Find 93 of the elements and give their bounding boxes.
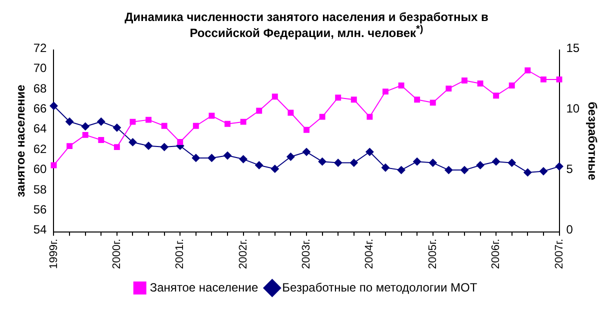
point xyxy=(460,166,468,174)
y-tick-label: 60 xyxy=(33,162,48,176)
point xyxy=(555,162,564,170)
point xyxy=(366,114,373,120)
point xyxy=(446,86,452,92)
point xyxy=(476,161,484,170)
point xyxy=(304,126,310,133)
point xyxy=(224,120,230,127)
point xyxy=(192,154,200,162)
point xyxy=(540,76,546,82)
point xyxy=(288,110,294,116)
point xyxy=(192,122,199,129)
point xyxy=(81,122,90,130)
point xyxy=(130,118,136,125)
point xyxy=(444,166,453,174)
point xyxy=(97,118,106,126)
x-tick-label: 2000г. xyxy=(110,238,123,270)
point xyxy=(397,166,406,174)
y-tick-label: 56 xyxy=(33,202,48,216)
y-axis-title: занятое население xyxy=(14,84,28,198)
y-tick-label: 68 xyxy=(33,81,48,96)
point xyxy=(270,164,279,173)
point xyxy=(302,148,310,156)
point xyxy=(508,158,516,167)
y-tick-label: 62 xyxy=(33,142,48,156)
point xyxy=(114,144,120,150)
point xyxy=(493,92,500,99)
x-tick-label: 2006г. xyxy=(490,238,502,270)
point xyxy=(160,143,168,152)
chart-title: Динамика численности занятого населения и безработных в Российской Федерации, млн. человек$^{*)}$ xyxy=(124,9,490,40)
point xyxy=(82,132,88,138)
point xyxy=(240,118,246,125)
point xyxy=(112,124,121,132)
point xyxy=(492,158,500,166)
y2-axis-title: безработные xyxy=(585,102,600,181)
point xyxy=(50,102,58,110)
point xyxy=(256,108,262,114)
point xyxy=(208,112,215,119)
point xyxy=(366,148,374,156)
point xyxy=(66,143,73,150)
point xyxy=(413,158,422,166)
y-tick-label: 70 xyxy=(33,61,48,76)
point xyxy=(208,154,216,162)
point xyxy=(50,162,57,168)
x-tick-label: 2001г. xyxy=(174,238,186,270)
point xyxy=(350,96,357,103)
point xyxy=(428,158,437,167)
point xyxy=(161,122,168,129)
point xyxy=(272,94,278,100)
point xyxy=(334,158,342,167)
point xyxy=(382,88,388,95)
y-tick-label: 64 xyxy=(33,122,48,136)
y-tick-label: 58 xyxy=(33,182,48,196)
point xyxy=(286,152,295,161)
point xyxy=(539,167,548,176)
point xyxy=(98,137,104,143)
x-tick-label: 2004г. xyxy=(364,238,376,270)
point xyxy=(524,67,531,74)
point xyxy=(524,168,532,176)
point xyxy=(318,158,326,166)
point xyxy=(66,118,74,126)
point xyxy=(224,152,232,160)
y2-tick-label: 15 xyxy=(566,41,580,56)
point xyxy=(319,114,326,120)
point xyxy=(461,77,468,84)
point xyxy=(128,138,137,146)
point xyxy=(398,82,404,88)
point xyxy=(255,161,264,170)
y2-tick-label: 5 xyxy=(566,162,574,176)
point xyxy=(477,80,484,86)
y-tick-label: 72 xyxy=(33,41,48,56)
point xyxy=(177,139,184,145)
x-tick-label: 2005г. xyxy=(426,238,439,270)
x-tick-label: 2003г. xyxy=(300,238,313,270)
y-tick-label: 54 xyxy=(33,222,48,237)
x-tick-label: 2007г. xyxy=(553,238,566,270)
point xyxy=(144,142,153,150)
point xyxy=(430,100,436,106)
legend-label: Безработные по методологии МОТ xyxy=(282,280,478,294)
point xyxy=(335,94,342,101)
point xyxy=(556,76,562,82)
y2-tick-label: 0 xyxy=(566,222,574,237)
x-tick-label: 2002г. xyxy=(237,238,250,270)
point xyxy=(239,155,248,164)
x-tick-label: 1999г. xyxy=(48,238,60,270)
point xyxy=(508,82,515,88)
point xyxy=(381,164,390,172)
y-tick-label: 66 xyxy=(33,102,48,116)
legend-label: Занятое население xyxy=(150,280,259,294)
y2-tick-label: 10 xyxy=(566,102,580,116)
point xyxy=(350,158,358,167)
point xyxy=(414,96,420,103)
point xyxy=(146,116,152,123)
